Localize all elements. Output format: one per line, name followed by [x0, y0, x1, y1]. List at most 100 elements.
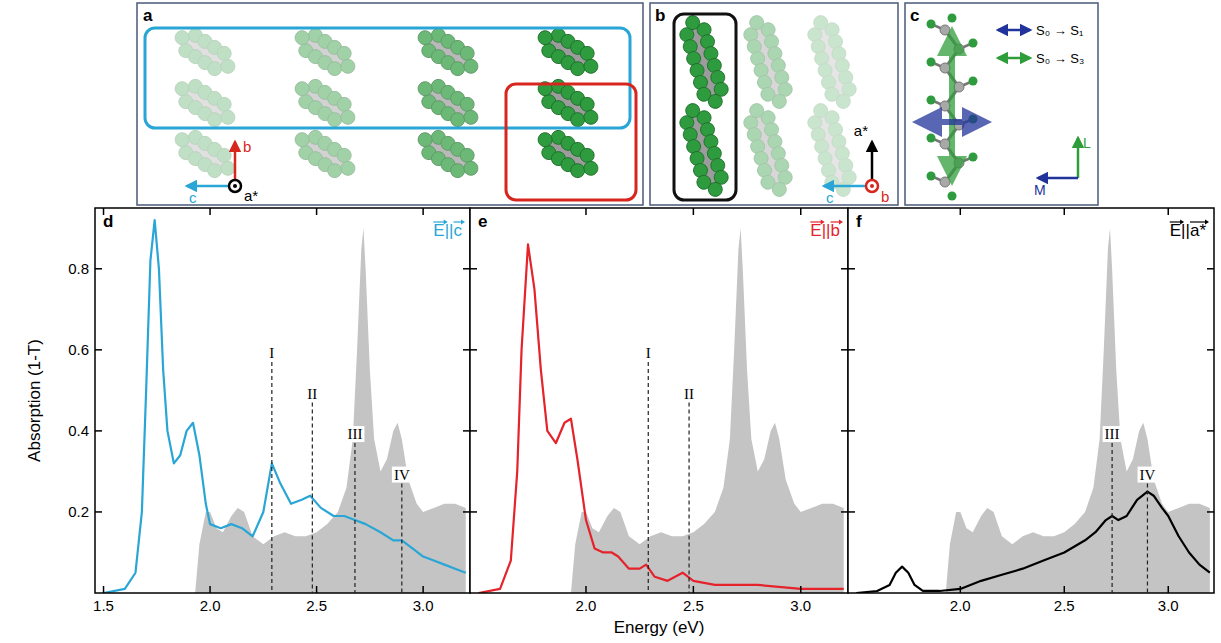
y-tick: [848, 349, 855, 351]
halogen-atom: [969, 153, 978, 162]
out-of-page-axis: [866, 180, 878, 192]
out-of-page-axis: [229, 180, 241, 192]
spectrum-panel: 2.02.53.0IIIeE||bEnergy (eV): [470, 208, 848, 637]
halogen-atom: [927, 134, 936, 143]
x-tick: [209, 586, 211, 593]
axis-arrow: [1038, 177, 1078, 180]
plot-frame: [848, 208, 1214, 593]
y-tick: [841, 511, 848, 513]
carbon-atom: [954, 44, 964, 54]
y-tick: [95, 511, 102, 513]
x-tick: [1168, 208, 1170, 215]
spectrum-line: [104, 220, 466, 593]
molecule: [531, 20, 606, 83]
reference-area: [195, 228, 466, 593]
panel-b: ba*cb: [650, 3, 898, 206]
halogen-atom: [581, 108, 600, 127]
y-tick: [470, 430, 477, 432]
halogen-atom: [461, 57, 480, 76]
annotation-line: [648, 362, 649, 593]
molecule: [675, 99, 732, 200]
vector-arrow-head: [444, 220, 448, 225]
x-tick: [422, 208, 424, 215]
annotation-line: [401, 484, 402, 593]
x-tick: [209, 208, 211, 215]
annotation-background: [1138, 467, 1158, 483]
x-tick-label: 1.5: [93, 597, 114, 614]
halogen-atom: [948, 192, 957, 201]
x-tick: [693, 586, 695, 593]
legend-label: E||c: [433, 221, 462, 240]
annotation-line: [1112, 443, 1113, 593]
x-tick: [316, 208, 318, 215]
plot-background: [95, 208, 470, 593]
halogen-atom: [172, 28, 191, 47]
halogen-atom: [707, 181, 724, 198]
halogen-atom: [292, 79, 311, 98]
annotation-label: I: [646, 345, 651, 361]
annotation-line: [312, 403, 313, 593]
halogen-atom: [748, 102, 765, 119]
y-tick: [463, 511, 470, 513]
molecule: [168, 20, 243, 83]
carbon-atom: [940, 101, 950, 111]
annotation-label: III: [1105, 426, 1120, 442]
reference-area: [571, 228, 844, 593]
y-tick: [470, 511, 477, 513]
axis-label: c: [826, 189, 834, 206]
legend-label: E||b: [810, 221, 840, 240]
axis-label: b: [881, 188, 889, 205]
x-tick: [316, 586, 318, 593]
x-tick-label: 2.0: [200, 597, 221, 614]
annotation-background: [305, 386, 319, 402]
transition-label: S₀ → S₁: [1036, 23, 1084, 38]
axis-arrow: [998, 57, 1030, 60]
panel-frame: [137, 3, 643, 205]
legend-label: E||a*: [1170, 221, 1207, 240]
annotation-label: IV: [394, 467, 410, 483]
marks: [104, 220, 466, 593]
halogen-atom: [415, 28, 434, 47]
y-tick: [848, 268, 855, 270]
molecule: [531, 122, 606, 185]
axis-arrow: [998, 29, 1030, 32]
axis-arrow: [234, 142, 237, 180]
spectrum-line: [479, 244, 844, 593]
figure: abca*ba*cbcS₀ → S₁S₀ → S₃LM1.52.02.53.00…: [0, 0, 1221, 643]
y-tick: [1207, 349, 1214, 351]
annotation-label: I: [269, 345, 274, 361]
annotation-line: [271, 362, 272, 593]
panel-letter: d: [103, 212, 113, 231]
molecule: [411, 71, 486, 134]
x-tick: [693, 208, 695, 215]
axis-label: c: [189, 189, 197, 206]
plot-background: [848, 208, 1214, 593]
halogen-atom: [969, 77, 978, 86]
halogen-atom: [292, 28, 311, 47]
molecule: [531, 71, 606, 134]
carbon-atom: [940, 139, 950, 149]
annotation-line: [688, 403, 689, 593]
halogen-atom: [948, 14, 957, 23]
annotation-line: [1147, 484, 1148, 593]
x-tick-label: 3.0: [413, 597, 434, 614]
annotation-label: II: [307, 386, 317, 402]
panel-letter: c: [910, 6, 919, 25]
annotation-label: II: [684, 386, 694, 402]
halogen-atom: [535, 79, 554, 98]
y-tick: [1207, 268, 1214, 270]
vector-arrow-head: [1205, 220, 1209, 225]
vector-arrow-head: [839, 220, 843, 225]
panel-letter: f: [856, 212, 862, 231]
halogen-atom: [338, 108, 357, 127]
halogen-atom: [927, 58, 936, 67]
annotation-background: [345, 426, 364, 442]
x-tick: [1064, 208, 1066, 215]
halogen-atom: [172, 130, 191, 149]
halogen-atom: [581, 159, 600, 178]
halogen-atom: [927, 96, 936, 105]
halogen-atom: [535, 130, 554, 149]
axis-arrow: [824, 185, 866, 188]
halogen-atom: [218, 57, 237, 76]
x-tick-label: 3.0: [1158, 597, 1179, 614]
